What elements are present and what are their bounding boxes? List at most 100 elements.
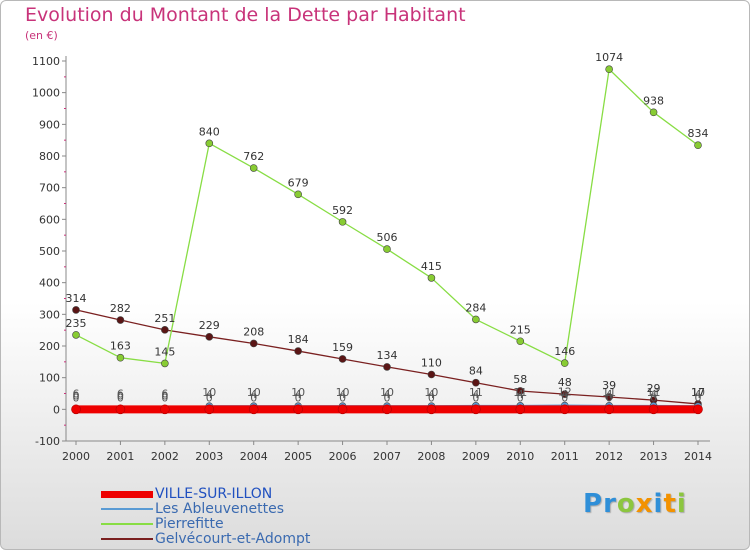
- data-point: [71, 404, 81, 415]
- x-tick-label: 2005: [284, 450, 312, 463]
- y-tick-label: 200: [39, 340, 60, 353]
- data-point: [249, 164, 258, 172]
- data-label: 6: [117, 387, 124, 400]
- data-label: 506: [377, 231, 398, 244]
- data-label: 938: [643, 94, 664, 107]
- data-point: [72, 331, 80, 339]
- data-point: [383, 363, 391, 371]
- data-label: 762: [243, 150, 264, 163]
- y-tick-label: 600: [39, 213, 60, 226]
- data-label: 208: [243, 325, 264, 338]
- data-label: 159: [332, 341, 353, 354]
- x-tick-label: 2014: [684, 450, 712, 463]
- data-label: 134: [377, 349, 398, 362]
- data-label: 0: [472, 391, 479, 404]
- data-label: 163: [110, 340, 131, 353]
- y-tick-label: 300: [39, 308, 60, 321]
- data-point: [560, 390, 569, 398]
- data-label: 11: [647, 386, 661, 399]
- data-label: 284: [465, 301, 486, 314]
- data-label: 10: [691, 386, 705, 399]
- x-tick-label: 2001: [106, 450, 134, 463]
- data-point: [205, 139, 214, 148]
- data-label: 0: [428, 391, 435, 404]
- data-label: 29: [647, 382, 661, 395]
- legend-swatch: [101, 508, 153, 510]
- legend-label: Pierrefitte: [155, 516, 224, 532]
- chart-title: Evolution du Montant de la Dette par Hab…: [25, 4, 466, 26]
- chart-legend: VILLE-SUR-ILLON Les Ableuvenettes Pierrefi…: [101, 486, 361, 547]
- y-tick-label: 800: [39, 150, 60, 163]
- data-label: 0: [517, 391, 524, 404]
- data-label: 0: [117, 391, 124, 404]
- legend-label: Les Ableuvenettes: [155, 501, 285, 517]
- data-point: [204, 404, 215, 415]
- data-label: 0: [73, 391, 80, 404]
- data-label: 0: [650, 391, 657, 404]
- x-tick-label: 2007: [373, 450, 401, 463]
- data-label: 4: [561, 388, 568, 401]
- data-label: 834: [688, 127, 709, 140]
- data-point: [427, 274, 436, 282]
- x-tick-label: 2009: [462, 450, 490, 463]
- data-label: 110: [421, 357, 442, 370]
- data-point: [471, 404, 481, 415]
- data-label: 10: [202, 386, 216, 399]
- data-label: 592: [332, 204, 353, 217]
- data-point: [516, 337, 525, 346]
- legend-swatch: [101, 538, 153, 540]
- y-tick-label: 0: [53, 403, 60, 416]
- data-label: 58: [513, 373, 527, 386]
- legend-item: Les Ableuvenettes: [101, 501, 361, 517]
- data-label: 4: [517, 388, 524, 401]
- data-point: [648, 404, 659, 415]
- data-point: [472, 378, 480, 387]
- data-label: 229: [199, 319, 220, 332]
- data-point: [516, 387, 525, 395]
- x-tick-label: 2010: [506, 450, 534, 463]
- data-label: 4: [606, 388, 613, 401]
- data-label: 1074: [595, 51, 623, 64]
- data-label: 4: [339, 388, 346, 401]
- data-point: [161, 359, 169, 368]
- data-label: 679: [288, 176, 309, 189]
- data-label: 415: [421, 260, 442, 273]
- data-label: 0: [384, 391, 391, 404]
- data-point: [249, 339, 258, 348]
- data-label: 4: [384, 388, 391, 401]
- data-label: 39: [602, 379, 616, 392]
- data-label: 10: [424, 386, 438, 399]
- x-tick-label: 2013: [640, 450, 668, 463]
- data-label: 6: [73, 387, 80, 400]
- data-point: [649, 108, 658, 117]
- data-label: 0: [339, 391, 346, 404]
- data-label: 314: [66, 292, 87, 305]
- data-point: [694, 141, 702, 150]
- data-label: 0: [117, 389, 124, 402]
- data-label: 4: [295, 388, 302, 401]
- legend-label: VILLE-SUR-ILLON: [155, 486, 273, 502]
- data-label: 10: [336, 386, 350, 399]
- data-label: 4: [206, 388, 213, 401]
- data-label: 0: [206, 391, 213, 404]
- data-label: 145: [154, 345, 175, 358]
- data-label: 0: [606, 391, 613, 404]
- data-label: 10: [291, 386, 305, 399]
- y-tick-label: 100: [39, 372, 60, 385]
- legend-swatch: [101, 523, 153, 525]
- data-point: [382, 404, 392, 415]
- data-point: [559, 404, 570, 415]
- data-label: 4: [472, 388, 479, 401]
- proxiti-logo: Proxiti: [583, 489, 687, 519]
- data-label: 235: [66, 317, 87, 330]
- data-point: [383, 245, 391, 253]
- data-label: 48: [558, 376, 572, 389]
- data-point: [205, 333, 214, 341]
- data-point: [426, 404, 437, 415]
- x-tick-label: 2012: [595, 450, 623, 463]
- data-label: 0: [695, 391, 702, 404]
- data-point: [248, 404, 259, 415]
- legend-label: Gelvécourt-et-Adompt: [155, 531, 311, 547]
- y-tick-label: 500: [39, 245, 60, 258]
